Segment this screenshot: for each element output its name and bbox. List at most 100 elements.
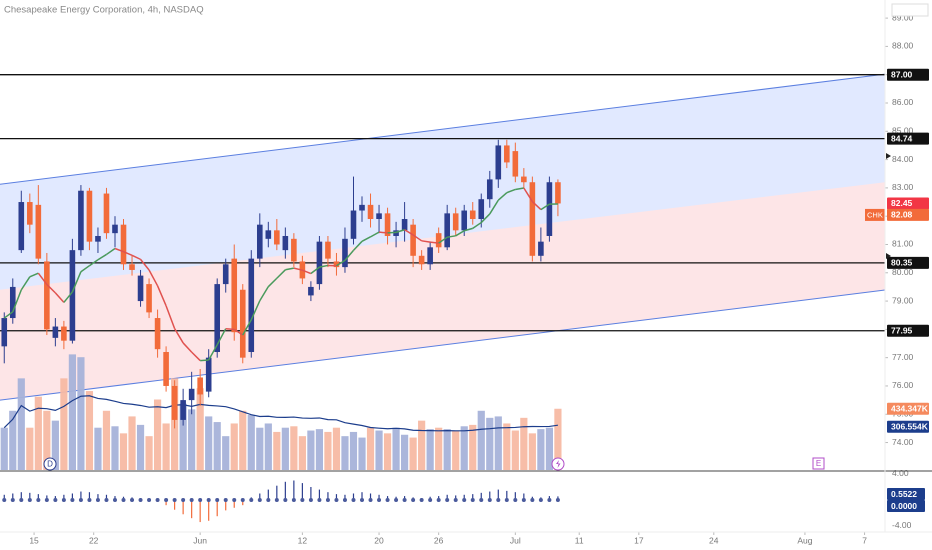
candle-body: [342, 238, 348, 268]
candle-body: [512, 151, 519, 177]
volume-bar: [85, 391, 94, 470]
volume-bar: [349, 431, 358, 470]
ma-line: [344, 249, 355, 261]
volume-bar: [503, 423, 511, 470]
volume-bar: [435, 427, 443, 470]
volume-bar: [145, 436, 153, 470]
candle-body: [180, 400, 186, 420]
volume-bar: [205, 416, 213, 470]
dividend-marker[interactable]: [43, 457, 57, 471]
volume-bar: [426, 429, 434, 470]
candle-body: [18, 202, 25, 251]
level-label: 87.00: [891, 69, 913, 79]
osc-dot: [19, 497, 24, 502]
channel-upper-zone: [0, 74, 885, 290]
scale-box[interactable]: [891, 3, 929, 17]
osc-dot: [215, 497, 220, 502]
x-tick-label: 24: [709, 535, 719, 545]
osc-dot: [377, 497, 382, 502]
volume-bar: [34, 396, 42, 470]
candle-body: [78, 190, 84, 251]
volume-bar: [290, 426, 298, 470]
volume-bar: [77, 357, 85, 470]
earnings-marker[interactable]: [812, 457, 825, 470]
candle-body: [103, 193, 110, 234]
candle-body: [61, 326, 67, 341]
osc-dot: [95, 497, 100, 502]
x-tick-label: 12: [298, 535, 308, 545]
volume-bar: [554, 408, 562, 470]
osc-dot: [104, 497, 109, 502]
volume-bar: [315, 429, 324, 470]
ma-line: [421, 240, 431, 243]
candle-body: [9, 286, 16, 319]
candle-body: [27, 202, 33, 225]
ma-line: [480, 213, 491, 224]
osc-value-label-box: [887, 500, 925, 512]
x-tick-label: 22: [89, 535, 99, 545]
ma-line: [361, 236, 371, 242]
ma-line: [310, 266, 320, 275]
x-tick-label: 26: [434, 535, 444, 545]
osc-dot: [36, 497, 41, 502]
level-label-box: [887, 324, 929, 337]
volume-bar: [383, 433, 392, 470]
ma-line: [336, 259, 346, 267]
osc-dot: [325, 497, 330, 502]
candle-body: [469, 210, 476, 220]
y-tick-label: 84.00: [892, 154, 914, 164]
ma-name: CHK: [867, 210, 883, 219]
volume-bar: [264, 423, 272, 470]
osc-dot: [462, 497, 467, 502]
osc-dot: [291, 497, 296, 502]
osc-dot: [547, 497, 552, 502]
osc-dot: [521, 497, 526, 502]
volume-bar: [26, 427, 34, 470]
volume-bar: [128, 416, 136, 470]
ma-line: [523, 187, 533, 202]
volume-bar: [477, 410, 485, 470]
volume-ma-line: [3, 395, 559, 432]
dividend-label: D: [47, 460, 53, 469]
channel-line: [0, 73, 886, 185]
candle-body: [504, 145, 510, 163]
candle-body: [316, 241, 323, 285]
last-price-label-box: [887, 197, 929, 210]
osc-dot: [496, 497, 501, 502]
osc-dot: [479, 497, 484, 502]
x-tick-label: 17: [634, 535, 644, 545]
candle-body: [171, 385, 178, 420]
level-label: 84.74: [891, 133, 913, 143]
ma-line: [259, 286, 269, 302]
y-tick-label: 80.00: [892, 267, 914, 277]
ma-line: [89, 259, 99, 267]
osc-dot: [257, 497, 262, 502]
osc-dot: [249, 497, 254, 502]
osc-value-label-box: [887, 488, 925, 500]
ma-value-label-box: [887, 208, 929, 221]
candle-body: [393, 230, 399, 236]
osc-dot: [368, 497, 373, 502]
ma-line: [506, 188, 516, 194]
ma-line: [302, 269, 312, 275]
candle-body: [239, 289, 246, 358]
level-label: 80.35: [891, 258, 913, 268]
ma-line: [54, 292, 65, 303]
osc-dot: [44, 497, 49, 502]
candle-body: [478, 199, 485, 220]
osc-dot: [394, 497, 399, 502]
candle-body: [291, 238, 297, 262]
ma-line: [165, 305, 176, 329]
candle-body: [95, 235, 101, 242]
osc-tick-label: 4.00: [892, 468, 909, 478]
osc-dot: [334, 497, 339, 502]
y-tick-label: 86.00: [892, 97, 914, 107]
osc-dot: [385, 497, 390, 502]
split-icon: [556, 460, 561, 468]
x-tick-label: Jun: [193, 535, 207, 545]
volume-bar: [51, 420, 59, 470]
candle-body: [384, 213, 391, 236]
candle-body: [248, 258, 255, 353]
osc-dot: [112, 497, 117, 502]
candle-body: [154, 318, 161, 350]
